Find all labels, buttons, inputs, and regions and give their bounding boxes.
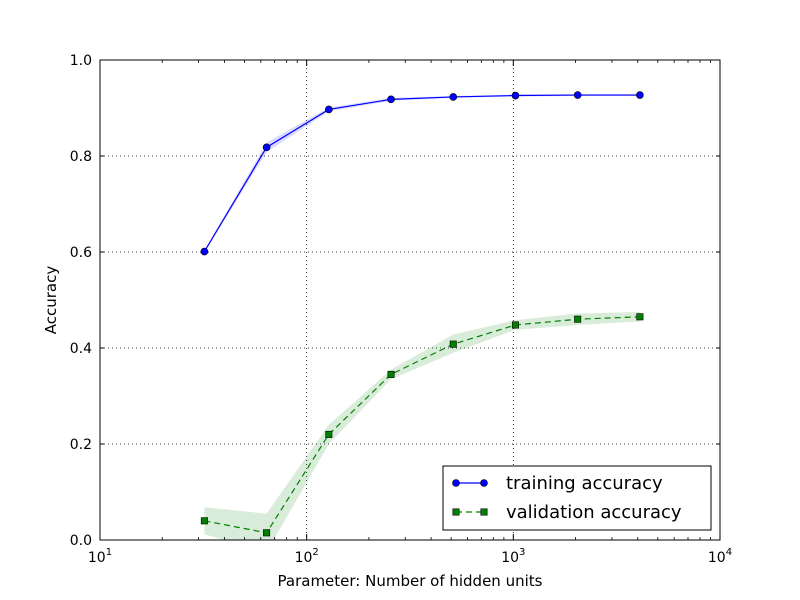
training-accuracy-point [449, 93, 458, 101]
y-tick-label: 0.6 [70, 245, 92, 261]
validation-accuracy-band [204, 312, 640, 540]
plot-frame [99, 59, 721, 541]
legend-label-training-accuracy: training accuracy [506, 473, 663, 494]
validation-accuracy-point [263, 529, 271, 537]
legend-marker-validation-accuracy [452, 508, 460, 516]
training-accuracy-point [636, 91, 644, 99]
grid-lines [100, 60, 720, 540]
y-tick-label: 1.0 [70, 53, 92, 69]
legend-marker-validation-accuracy [480, 508, 488, 516]
legend: training accuracy validation accuracy [442, 465, 712, 531]
legend-entries: training accuracy validation accuracy [452, 473, 682, 523]
training-accuracy-point [387, 95, 395, 104]
validation-accuracy-point [511, 321, 519, 329]
legend-label-validation-accuracy: validation accuracy [506, 502, 682, 523]
y-tick-label: 0.0 [70, 533, 92, 549]
x-tick-labels: 101 102 103 104 [88, 547, 732, 566]
x-tick-label: 101 [88, 547, 112, 566]
training-accuracy-point [262, 143, 271, 152]
y-tick-label: 0.4 [70, 341, 92, 357]
y-tick-label: 0.8 [70, 149, 92, 165]
training-accuracy-line [203, 94, 640, 252]
validation-accuracy-point [387, 370, 395, 378]
legend-marker-training-accuracy [452, 479, 460, 487]
validation-accuracy-point [574, 315, 582, 323]
series-markers [200, 91, 644, 537]
validation-accuracy-point [325, 430, 333, 438]
validation-accuracy-point [449, 340, 457, 348]
y-tick-label: 0.2 [70, 437, 92, 453]
validation-accuracy-point [636, 313, 644, 321]
y-axis-label: Accuracy [42, 266, 60, 335]
validation-accuracy-point [200, 517, 208, 525]
x-tick-label: 104 [708, 547, 732, 566]
x-axis-label: Parameter: Number of hidden units [278, 572, 543, 590]
plot-area [100, 60, 720, 540]
training-accuracy-point [511, 91, 520, 100]
x-tick-label: 102 [295, 547, 319, 566]
training-accuracy-point [573, 91, 582, 99]
training-accuracy-point [200, 247, 209, 256]
legend-box [442, 465, 712, 531]
confidence-bands [204, 94, 640, 540]
legend-marker-training-accuracy [480, 479, 488, 487]
y-tick-labels: 0.0 0.2 0.4 0.6 0.8 1.0 [70, 53, 92, 549]
series-lines [203, 94, 640, 534]
axis-ticks [99, 59, 721, 541]
x-tick-label: 103 [501, 547, 525, 566]
validation-accuracy-line [204, 316, 640, 534]
training-accuracy-point [325, 105, 333, 114]
